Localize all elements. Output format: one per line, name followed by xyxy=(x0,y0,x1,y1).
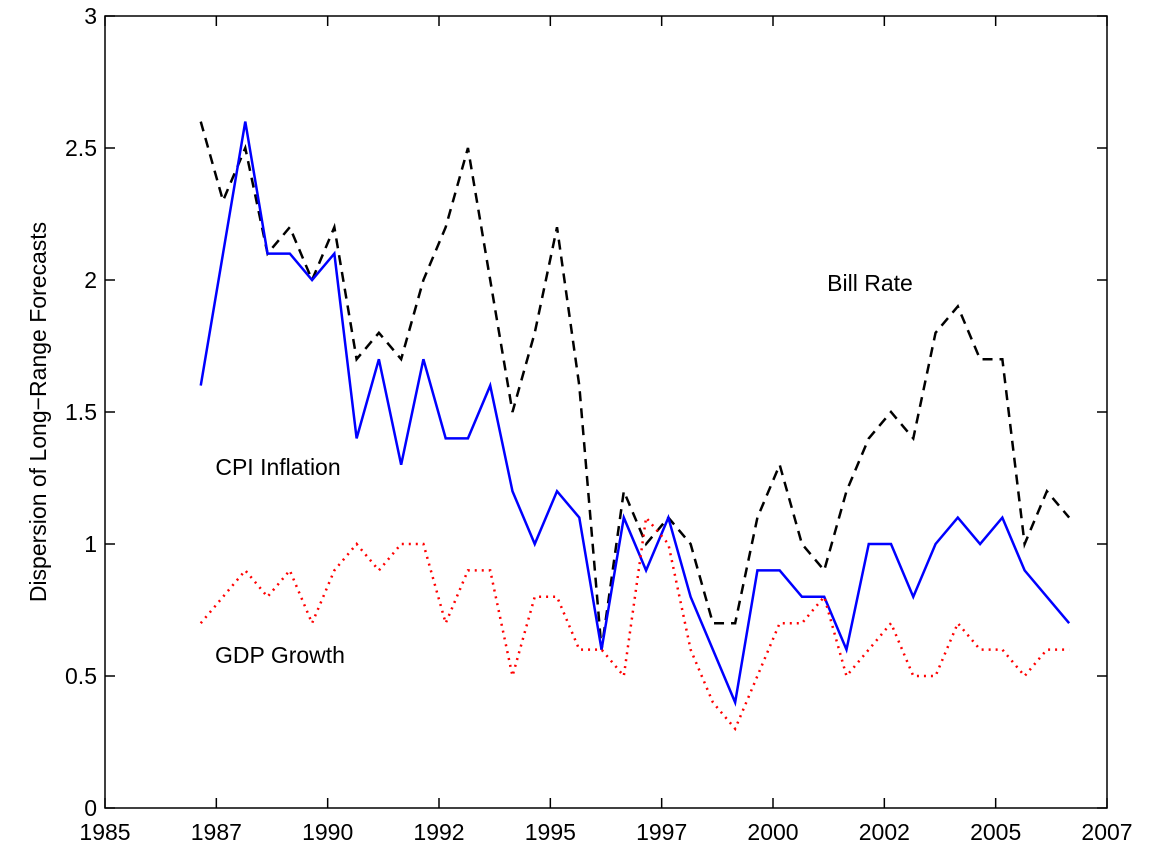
y-axis-label: Dispersion of Long−Range Forecasts xyxy=(25,222,51,602)
series-line xyxy=(199,121,1071,650)
plot-frame xyxy=(104,15,1108,809)
x-tick-label: 2000 xyxy=(747,819,798,845)
y-tick-label: 1.5 xyxy=(65,399,97,425)
x-tick-label: 1990 xyxy=(302,819,353,845)
x-tick-label: 2007 xyxy=(1081,819,1132,845)
series-label: GDP Growth xyxy=(215,642,345,668)
y-tick-label: 3 xyxy=(84,3,97,29)
x-tick-label: 1995 xyxy=(525,819,576,845)
y-tick-label: 2 xyxy=(84,267,97,293)
y-tick-label: 1 xyxy=(84,531,97,557)
x-tick-label: 2005 xyxy=(970,819,1021,845)
x-tick-label: 2002 xyxy=(859,819,910,845)
x-tick-label: 1992 xyxy=(413,819,464,845)
series-line xyxy=(199,121,1071,707)
series-line xyxy=(199,514,1070,732)
x-tick-label: 1985 xyxy=(79,819,130,845)
y-tick-label: 2.5 xyxy=(65,135,97,161)
y-tick-label: 0.5 xyxy=(65,663,97,689)
x-tick-label: 1987 xyxy=(191,819,242,845)
series-label: CPI Inflation xyxy=(215,454,340,480)
series-label: Bill Rate xyxy=(827,270,913,296)
y-tick-label: 0 xyxy=(84,795,97,821)
x-tick-label: 1997 xyxy=(636,819,687,845)
